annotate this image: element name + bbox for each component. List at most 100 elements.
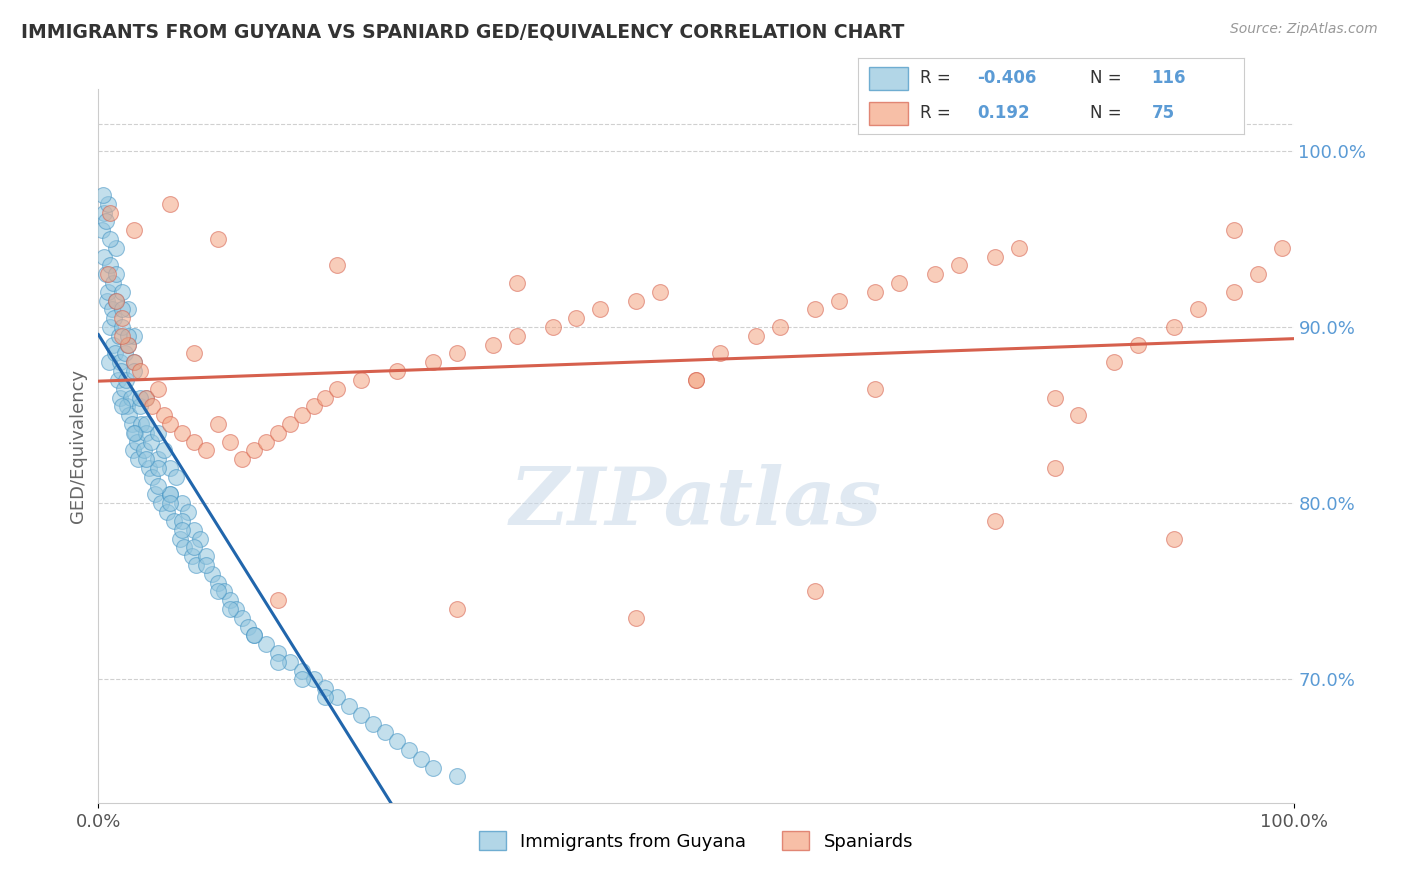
Point <box>339 698 361 713</box>
Point <box>186 558 208 572</box>
Point <box>924 267 946 281</box>
FancyBboxPatch shape <box>869 67 908 90</box>
Point <box>177 505 200 519</box>
Point <box>1163 532 1185 546</box>
Point <box>1163 320 1185 334</box>
Point <box>94 214 117 228</box>
Point <box>97 267 120 281</box>
Point <box>207 575 229 590</box>
Point <box>91 188 114 202</box>
Text: ZIPatlas: ZIPatlas <box>510 465 882 541</box>
Point <box>374 725 396 739</box>
Point <box>1187 302 1209 317</box>
Point <box>138 461 160 475</box>
Point <box>350 373 373 387</box>
Point <box>115 373 138 387</box>
Point <box>169 532 191 546</box>
Point <box>315 681 337 696</box>
Point <box>149 496 172 510</box>
Point <box>93 205 115 219</box>
Point <box>111 311 134 326</box>
Text: N =: N = <box>1090 103 1121 121</box>
Point <box>159 496 181 510</box>
Point <box>105 293 128 308</box>
Point <box>1128 337 1150 351</box>
Point <box>212 584 235 599</box>
Point <box>482 337 505 351</box>
Point <box>828 293 851 308</box>
Point <box>685 373 707 387</box>
Point <box>159 487 181 501</box>
Point <box>219 602 242 616</box>
Point <box>117 302 139 317</box>
Point <box>129 364 152 378</box>
Point <box>207 232 229 246</box>
Point <box>219 434 242 449</box>
Point <box>302 673 325 687</box>
Point <box>135 417 157 431</box>
Point <box>117 337 139 351</box>
Point <box>98 355 121 369</box>
Point <box>219 593 242 607</box>
Point <box>108 391 131 405</box>
Point <box>110 364 132 378</box>
Point <box>865 382 887 396</box>
Point <box>326 259 349 273</box>
Point <box>183 541 205 555</box>
Point <box>1043 391 1066 405</box>
Point <box>101 276 124 290</box>
Point <box>201 566 224 581</box>
Point <box>132 443 155 458</box>
Point <box>1223 285 1246 299</box>
Point <box>267 655 290 669</box>
Point <box>188 532 211 546</box>
Point <box>124 364 146 378</box>
Point <box>117 329 139 343</box>
Point <box>172 514 194 528</box>
Point <box>117 337 139 351</box>
Point <box>104 346 127 360</box>
Point <box>97 285 120 299</box>
Point <box>153 408 176 422</box>
Point <box>1223 223 1246 237</box>
Point <box>685 373 707 387</box>
Point <box>135 425 157 440</box>
Point <box>93 250 115 264</box>
Point <box>124 425 146 440</box>
Point <box>98 259 122 273</box>
Point <box>91 223 114 237</box>
Point <box>446 346 468 360</box>
Point <box>108 355 131 369</box>
Point <box>135 452 157 467</box>
Point <box>267 593 290 607</box>
Point <box>254 637 277 651</box>
Point <box>889 276 911 290</box>
Point <box>315 690 337 704</box>
Point <box>183 346 205 360</box>
Point <box>650 285 672 299</box>
Point <box>398 743 420 757</box>
Point <box>422 760 444 774</box>
Point <box>709 346 731 360</box>
Text: R =: R = <box>920 70 950 87</box>
Point <box>143 487 166 501</box>
Point <box>139 434 162 449</box>
Point <box>159 487 181 501</box>
Point <box>1008 241 1031 255</box>
Point <box>98 232 122 246</box>
Point <box>172 425 194 440</box>
Point <box>626 293 648 308</box>
Point <box>120 391 142 405</box>
Point <box>159 461 181 475</box>
Legend: Immigrants from Guyana, Spaniards: Immigrants from Guyana, Spaniards <box>471 824 921 858</box>
Point <box>98 320 122 334</box>
Point <box>278 655 301 669</box>
Point <box>129 391 152 405</box>
Point <box>148 382 170 396</box>
Point <box>195 443 218 458</box>
Text: 0.192: 0.192 <box>977 103 1031 121</box>
Point <box>243 628 266 642</box>
Point <box>172 496 194 510</box>
Point <box>984 250 1007 264</box>
Point <box>506 329 529 343</box>
